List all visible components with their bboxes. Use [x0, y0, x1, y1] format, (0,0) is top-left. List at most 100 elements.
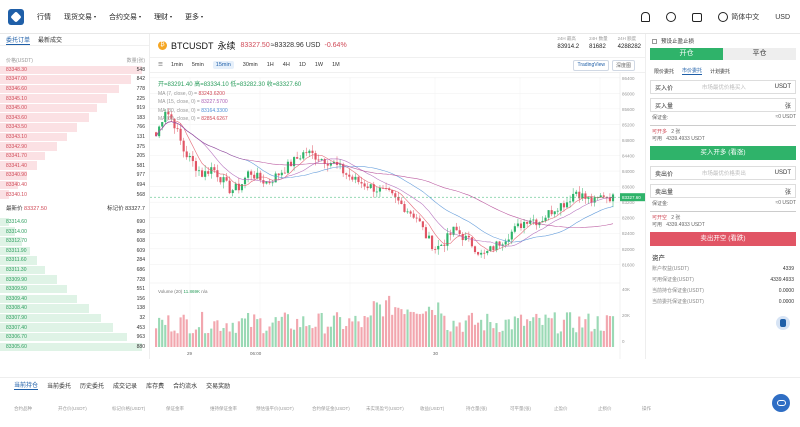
ask-row[interactable]: 83341.70 205	[0, 151, 149, 161]
bid-row[interactable]: 83305.60 880	[0, 342, 149, 352]
ask-row[interactable]: 83340.10 568	[0, 190, 149, 200]
currency-selector[interactable]: USD	[775, 13, 790, 21]
candle-body	[296, 157, 299, 159]
column-header: 止盈价	[554, 406, 568, 411]
sell-slider[interactable]	[650, 209, 796, 212]
candlestick-chart[interactable]: 86400 86000 85600 85200 84800 84400 84000 83600…	[150, 73, 645, 359]
ask-depth-bar	[0, 75, 132, 84]
timeframe-1min[interactable]: 1min	[170, 62, 183, 68]
nav-item-4[interactable]: 更多 ▾	[185, 12, 203, 22]
tab-limit-order[interactable]: 限价委托	[654, 68, 675, 75]
candle-body	[256, 172, 259, 179]
nav-item-1[interactable]: 现货交易 ▾	[64, 12, 96, 22]
nav-item-3[interactable]: 理财 ▾	[154, 12, 172, 22]
tab-latest-trades[interactable]: 最新成交	[38, 38, 63, 44]
volume-bar	[437, 302, 440, 347]
bell-icon[interactable]	[641, 12, 651, 22]
chart-settings-icon[interactable]: ☰	[158, 62, 163, 68]
bid-row[interactable]: 83311.30 686	[0, 265, 149, 275]
ask-row[interactable]: 83342.90 375	[0, 142, 149, 152]
tab-market-order[interactable]: 市价委托	[682, 68, 703, 75]
assistant-float-icon[interactable]	[776, 316, 790, 330]
tab-order-book[interactable]: 委托订单	[6, 35, 31, 45]
buy-price-field[interactable]: 买入价 市场最优价格买入 USDT	[650, 80, 796, 94]
bottom-tab-3[interactable]: 成交记录	[113, 383, 138, 390]
ask-row[interactable]: 83347.00 842	[0, 75, 149, 85]
timeframe-5min[interactable]: 5min	[191, 62, 204, 68]
buy-qty-field[interactable]: 买入量 张	[650, 98, 796, 112]
checkbox-icon[interactable]	[652, 38, 657, 44]
bid-row[interactable]: 83312.70 608	[0, 237, 149, 247]
column-header: 止损价	[598, 406, 612, 411]
timeframe-1D[interactable]: 1D	[298, 62, 306, 68]
timeframe-1M[interactable]: 1M	[332, 62, 340, 68]
ask-row[interactable]: 83343.10 131	[0, 132, 149, 142]
bid-row[interactable]: 83309.50 551	[0, 284, 149, 294]
chat-support-icon[interactable]	[772, 394, 790, 412]
candle-body	[495, 241, 498, 251]
bid-row[interactable]: 83311.60 284	[0, 256, 149, 266]
user-icon[interactable]	[666, 12, 677, 22]
language-selector[interactable]: 简体中文	[718, 12, 759, 22]
brand-logo[interactable]	[8, 8, 24, 25]
nav-item-0[interactable]: 行情	[37, 12, 51, 22]
ask-row[interactable]: 83345.10 225	[0, 94, 149, 104]
wallet-icon[interactable]	[692, 12, 703, 22]
volume-bar	[259, 318, 262, 347]
bid-row[interactable]: 83309.40 156	[0, 294, 149, 304]
ask-row[interactable]: 83340.90 977	[0, 171, 149, 181]
bottom-tab-2[interactable]: 历史委托	[80, 383, 105, 390]
candle-body	[271, 182, 274, 184]
bottom-tab-1[interactable]: 当前委托	[47, 383, 72, 390]
buy-slider[interactable]	[650, 123, 796, 126]
depth-chart-button[interactable]: 深度图	[611, 59, 635, 71]
timeframe-1H[interactable]: 1H	[266, 62, 274, 68]
tradingview-button[interactable]: TradingView	[573, 59, 609, 71]
sell-short-button[interactable]: 卖出开空 (看跌)	[650, 232, 796, 246]
tab-plan-order[interactable]: 计划委托	[710, 68, 731, 75]
bottom-tab-4[interactable]: 库存费	[146, 383, 165, 390]
ask-row[interactable]: 83345.00 919	[0, 103, 149, 113]
bottom-tab-0[interactable]: 当前持仓	[14, 380, 39, 390]
candle-body	[286, 161, 290, 173]
tab-close[interactable]: 平仓	[723, 48, 796, 60]
ask-row[interactable]: 83346.60 778	[0, 84, 149, 94]
sell-qty-field[interactable]: 卖出量 张	[650, 184, 796, 198]
timeframe-15min[interactable]: 15min	[212, 61, 234, 69]
btc-coin-icon: ₿	[158, 41, 167, 50]
ask-row[interactable]: 83348.30 548	[0, 65, 149, 75]
bid-row[interactable]: 83307.90 32	[0, 313, 149, 323]
ask-row[interactable]: 83343.50 766	[0, 123, 149, 133]
ask-row[interactable]: 83340.40 694	[0, 180, 149, 190]
tab-open[interactable]: 开仓	[650, 48, 723, 60]
ask-price: 83348.30	[6, 66, 27, 73]
bid-row[interactable]: 83306.70 963	[0, 332, 149, 342]
sell-price-field[interactable]: 卖出价 市场最优价格卖出 USDT	[650, 166, 796, 180]
timeframe-4H[interactable]: 4H	[282, 62, 290, 68]
nav-item-2[interactable]: 合约交易 ▾	[109, 12, 141, 22]
pair-name[interactable]: BTCUSDT	[171, 40, 214, 51]
bottom-tab-6[interactable]: 交易奖励	[206, 383, 231, 390]
candle-body	[155, 132, 158, 137]
bottom-tab-5[interactable]: 合约流水	[173, 383, 198, 390]
ask-row[interactable]: 83343.60 183	[0, 113, 149, 123]
stop-loss-toggle[interactable]: 预设止盈止损	[646, 34, 800, 48]
timeframe-30min[interactable]: 30min	[242, 62, 258, 68]
candle-body	[360, 182, 363, 184]
price-chart[interactable]: 86400 86000 85600 85200 84800 84400 84000 83600…	[150, 73, 645, 359]
bid-row[interactable]: 83307.40 453	[0, 323, 149, 333]
bid-row[interactable]: 83309.90 728	[0, 275, 149, 285]
bid-row[interactable]: 83314.60 690	[0, 217, 149, 227]
bid-row[interactable]: 83308.40 138	[0, 304, 149, 314]
bid-row[interactable]: 83314.00 868	[0, 227, 149, 237]
volume-bar	[305, 326, 308, 347]
ask-depth-bar	[0, 161, 38, 170]
ask-row[interactable]: 83341.40 581	[0, 161, 149, 171]
bid-row[interactable]: 83311.90 609	[0, 246, 149, 256]
ma15-label: MA (15, close, 0) =	[158, 99, 200, 105]
volume-bar	[562, 319, 566, 347]
volume-bar	[332, 315, 336, 347]
buy-long-button[interactable]: 买入开多 (看涨)	[650, 146, 796, 160]
timeframe-1W[interactable]: 1W	[314, 62, 324, 68]
buy-available-label: 可用	[652, 136, 663, 142]
